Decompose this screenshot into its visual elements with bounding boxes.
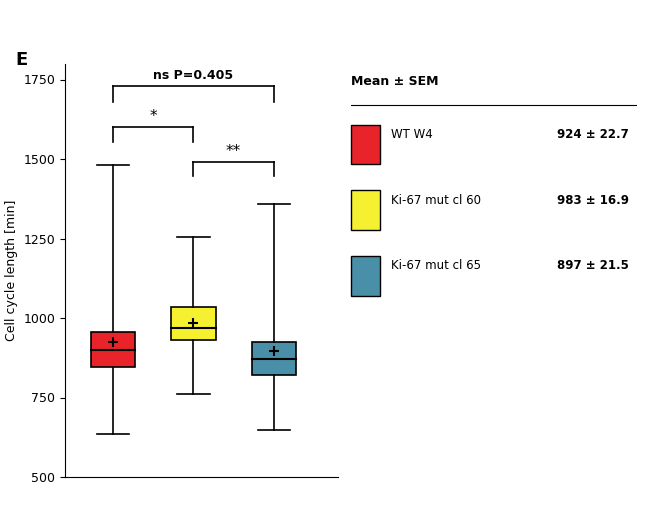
Text: Ki-67 mut cl 60: Ki-67 mut cl 60 xyxy=(391,194,481,207)
Text: 897 ± 21.5: 897 ± 21.5 xyxy=(557,260,629,272)
Text: E: E xyxy=(16,51,28,69)
FancyBboxPatch shape xyxy=(172,307,216,340)
FancyBboxPatch shape xyxy=(351,125,380,164)
FancyBboxPatch shape xyxy=(351,256,380,296)
Text: Mean ± SEM: Mean ± SEM xyxy=(351,75,439,89)
Text: *: * xyxy=(150,109,157,124)
Text: 924 ± 22.7: 924 ± 22.7 xyxy=(557,128,629,141)
Y-axis label: Cell cycle length [min]: Cell cycle length [min] xyxy=(5,200,18,341)
FancyBboxPatch shape xyxy=(252,342,296,375)
Text: **: ** xyxy=(226,144,241,159)
Text: 983 ± 16.9: 983 ± 16.9 xyxy=(557,194,629,207)
FancyBboxPatch shape xyxy=(91,332,135,367)
FancyBboxPatch shape xyxy=(351,190,380,230)
Text: WT W4: WT W4 xyxy=(391,128,433,141)
Text: Ki-67 mut cl 65: Ki-67 mut cl 65 xyxy=(391,260,481,272)
Text: ns P=0.405: ns P=0.405 xyxy=(153,69,233,82)
